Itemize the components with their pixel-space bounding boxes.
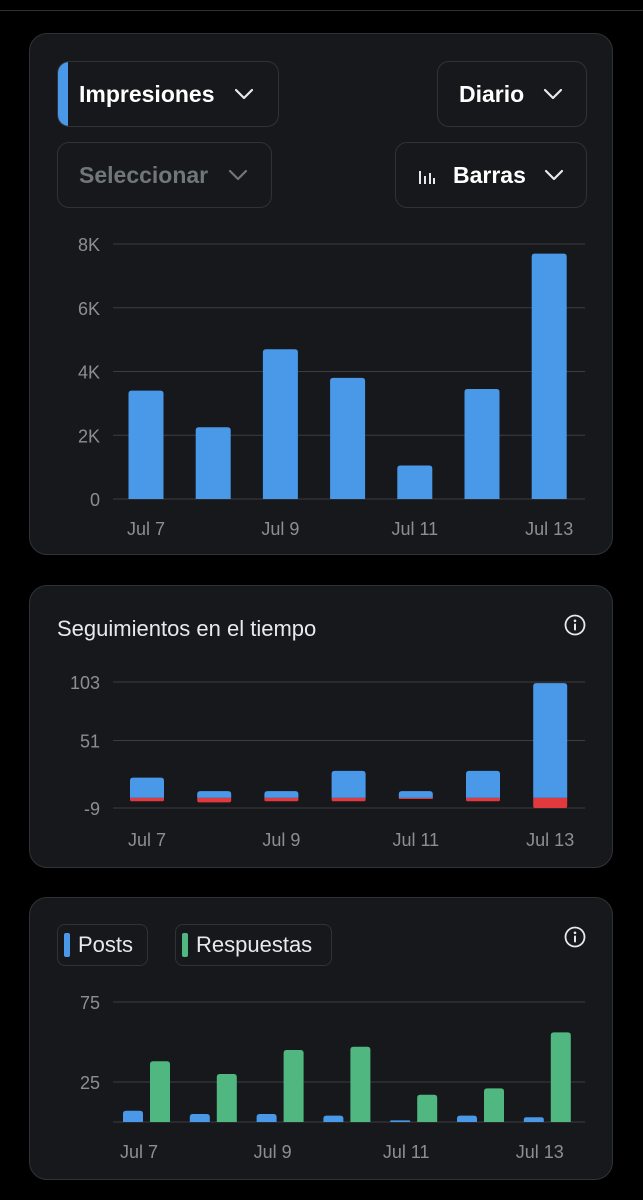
y-tick-label: 6K bbox=[78, 299, 100, 319]
follows-bar-chart: -9 51 103 Jul 7 Jul 9 Jul 11 Jul 13 bbox=[70, 673, 585, 850]
chart-type-dropdown[interactable]: Barras bbox=[395, 142, 587, 208]
bar-unfollows bbox=[331, 797, 366, 802]
metric-dropdown[interactable]: Impresiones bbox=[57, 61, 279, 127]
period-dropdown-label: Diario bbox=[459, 80, 525, 107]
period-dropdown[interactable]: Diario bbox=[437, 61, 587, 127]
x-tick-label: Jul 13 bbox=[526, 830, 574, 850]
legend-replies-label: Respuestas bbox=[196, 932, 313, 957]
bar-posts bbox=[390, 1120, 411, 1122]
bar-impressions bbox=[531, 253, 567, 499]
follows-card-title: Seguimientos en el tiempo bbox=[57, 616, 317, 641]
bar-impressions bbox=[195, 427, 231, 499]
compare-dropdown-label: Seleccionar bbox=[79, 161, 209, 188]
bar-unfollows bbox=[533, 797, 568, 808]
x-tick-label: Jul 13 bbox=[516, 1142, 564, 1162]
x-tick-label: Jul 7 bbox=[127, 519, 165, 539]
y-tick-label: 0 bbox=[90, 490, 100, 510]
bar-posts bbox=[323, 1115, 344, 1122]
bar-replies bbox=[150, 1061, 170, 1122]
x-tick-label: Jul 13 bbox=[525, 519, 573, 539]
info-icon[interactable] bbox=[564, 926, 586, 948]
y-tick-label: -9 bbox=[84, 799, 100, 819]
bar-unfollows bbox=[197, 797, 232, 803]
metric-dropdown-label: Impresiones bbox=[79, 80, 215, 107]
y-tick-label: 103 bbox=[70, 673, 100, 693]
chevron-down-icon bbox=[234, 88, 254, 100]
impressions-bar-chart: 0 2K 4K 6K 8K Jul 7 Jul 9 Jul 11 Jul 13 bbox=[78, 235, 585, 539]
y-tick-label: 75 bbox=[80, 993, 100, 1013]
bar-impressions bbox=[128, 390, 164, 499]
bar-new-follows bbox=[264, 791, 299, 798]
bar-new-follows bbox=[130, 777, 164, 798]
x-tick-label: Jul 9 bbox=[261, 519, 299, 539]
bar-posts bbox=[123, 1110, 143, 1122]
bar-replies bbox=[484, 1088, 504, 1122]
bar-chart-icon bbox=[419, 171, 435, 184]
posts-replies-bar-chart: 25 75 Jul 7 Jul 9 Jul 11 Jul 13 bbox=[80, 993, 585, 1162]
bar-new-follows bbox=[533, 683, 568, 798]
bar-unfollows bbox=[130, 797, 164, 802]
bar-replies bbox=[417, 1094, 438, 1122]
legend-replies[interactable]: Respuestas bbox=[175, 924, 332, 966]
legend-posts[interactable]: Posts bbox=[57, 924, 148, 966]
bar-replies bbox=[216, 1074, 237, 1122]
x-tick-label: Jul 7 bbox=[120, 1142, 158, 1162]
bar-new-follows bbox=[466, 770, 500, 798]
chart-type-dropdown-label: Barras bbox=[453, 161, 526, 188]
bar-replies bbox=[550, 1032, 571, 1122]
legend-replies-swatch bbox=[182, 933, 188, 957]
y-tick-label: 4K bbox=[78, 363, 100, 383]
compare-dropdown[interactable]: Seleccionar bbox=[57, 142, 272, 208]
posts-card: Posts Respuestas 25 75 Jul 7 Jul 9 Jul 11 Jul… bbox=[29, 897, 613, 1180]
bar-posts bbox=[457, 1115, 477, 1122]
x-tick-label: Jul 11 bbox=[392, 830, 439, 850]
bar-impressions bbox=[397, 465, 433, 499]
x-tick-label: Jul 9 bbox=[254, 1142, 292, 1162]
y-tick-label: 25 bbox=[80, 1073, 100, 1093]
bar-new-follows bbox=[331, 770, 366, 798]
bar-unfollows bbox=[398, 797, 433, 799]
legend-posts-label: Posts bbox=[78, 932, 134, 957]
x-tick-label: Jul 11 bbox=[391, 519, 438, 539]
bar-posts bbox=[523, 1117, 544, 1122]
follows-card: Seguimientos en el tiempo -9 51 103 Jul 7 Ju… bbox=[29, 585, 613, 868]
bar-posts bbox=[189, 1114, 210, 1122]
legend-posts-swatch bbox=[64, 933, 70, 957]
x-tick-label: Jul 9 bbox=[262, 830, 300, 850]
bar-impressions bbox=[262, 349, 298, 499]
bar-unfollows bbox=[466, 797, 500, 802]
top-divider bbox=[0, 10, 643, 11]
bar-impressions bbox=[464, 389, 500, 499]
bar-replies bbox=[283, 1050, 304, 1122]
bar-impressions bbox=[330, 377, 366, 499]
y-tick-label: 2K bbox=[78, 426, 100, 446]
chevron-down-icon bbox=[543, 88, 563, 100]
y-tick-label: 8K bbox=[78, 235, 100, 255]
impressions-card: Impresiones Diario Seleccionar Barras 0 2… bbox=[29, 33, 613, 555]
x-tick-label: Jul 11 bbox=[383, 1142, 430, 1162]
bar-replies bbox=[350, 1046, 371, 1122]
info-icon[interactable] bbox=[564, 614, 586, 636]
x-tick-label: Jul 7 bbox=[128, 830, 166, 850]
bar-unfollows bbox=[264, 797, 299, 802]
y-tick-label: 51 bbox=[80, 732, 100, 752]
chevron-down-icon bbox=[228, 169, 248, 181]
metric-accent-bar bbox=[58, 62, 68, 126]
bar-posts bbox=[256, 1114, 277, 1122]
bar-new-follows bbox=[398, 791, 433, 798]
chevron-down-icon bbox=[544, 169, 564, 181]
bar-new-follows bbox=[197, 791, 232, 798]
